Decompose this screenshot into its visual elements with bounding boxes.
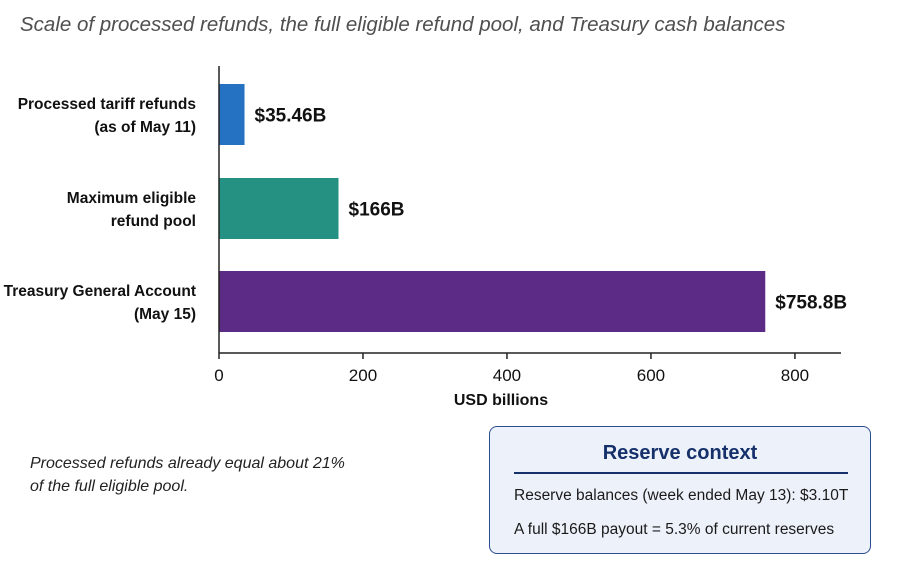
category-label: refund pool bbox=[111, 213, 196, 230]
x-tick-label: 800 bbox=[781, 366, 809, 385]
category-label: Maximum eligible bbox=[67, 190, 197, 207]
chart-subtitle: Scale of processed refunds, the full eli… bbox=[20, 13, 786, 36]
category-label: Treasury General Account bbox=[4, 283, 196, 300]
category-label: Processed tariff refunds bbox=[18, 96, 196, 113]
reserve-context-title: Reserve context bbox=[602, 442, 758, 464]
bar bbox=[219, 271, 766, 332]
x-tick-label: 600 bbox=[637, 366, 665, 385]
bar bbox=[219, 178, 339, 239]
reserve-context-divider bbox=[514, 472, 848, 474]
x-tick-label: 400 bbox=[493, 366, 521, 385]
data-label: $35.46B bbox=[255, 106, 327, 127]
data-label: $758.8B bbox=[775, 293, 847, 314]
bar bbox=[219, 84, 245, 145]
category-label: (as of May 11) bbox=[94, 119, 196, 136]
chart-note: Processed refunds already equal about 21… bbox=[30, 452, 390, 498]
bar-chart: $35.46B Processed tariff refunds (as of Ma… bbox=[4, 66, 847, 409]
x-axis-label: USD billions bbox=[454, 392, 548, 409]
payout-share-line: A full $166B payout = 5.3% of current re… bbox=[514, 521, 835, 538]
x-tick-label: 0 bbox=[214, 366, 223, 385]
reserve-context-box: Reserve context Reserve balances (week e… bbox=[489, 426, 871, 554]
note-line: Processed refunds already equal about 21… bbox=[30, 455, 345, 472]
note-line: of the full eligible pool. bbox=[30, 478, 189, 495]
reserve-balances-line: Reserve balances (week ended May 13): $3… bbox=[514, 487, 849, 504]
x-tick-label: 200 bbox=[349, 366, 377, 385]
data-label: $166B bbox=[349, 200, 405, 221]
category-label: (May 15) bbox=[134, 306, 196, 323]
